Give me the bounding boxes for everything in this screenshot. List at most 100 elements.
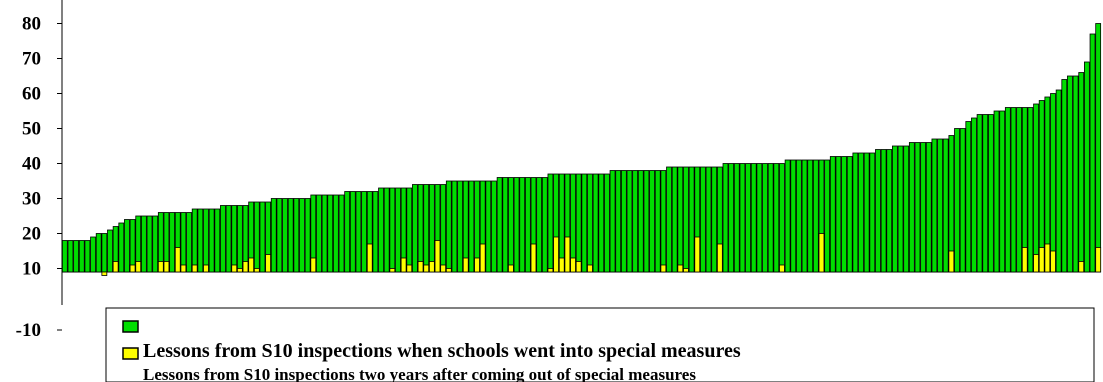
bar-series-1 <box>282 198 288 273</box>
series-1-bars <box>61 23 1102 273</box>
bar-series-1 <box>722 163 729 273</box>
bar-series-2 <box>389 268 396 273</box>
bar-series-1 <box>67 240 74 273</box>
bar-series-1 <box>73 240 79 273</box>
bar-series-1 <box>790 159 797 273</box>
bar-series-1 <box>378 187 384 273</box>
bar-series-1 <box>203 208 209 273</box>
bar-series-1 <box>383 187 390 273</box>
y-tick-label: 30 <box>22 189 41 210</box>
bar-series-1 <box>146 215 153 273</box>
bar-series-1 <box>372 191 379 273</box>
bar-series-2 <box>236 268 243 273</box>
bar-series-1 <box>321 194 328 273</box>
bar-series-1 <box>395 187 401 273</box>
bar-series-1 <box>1067 75 1073 273</box>
bar-series-1 <box>225 205 232 273</box>
bar-series-1 <box>999 110 1006 273</box>
bar-series-2 <box>157 261 164 273</box>
bar-series-1 <box>1055 89 1062 273</box>
bar-series-1 <box>253 201 260 273</box>
bar-series-1 <box>1061 79 1068 273</box>
bar-series-1 <box>959 128 966 273</box>
bar-series-1 <box>801 159 808 273</box>
bar-series-1 <box>78 240 85 273</box>
bar-series-1 <box>541 177 548 273</box>
bar-series-2 <box>129 264 136 273</box>
bar-series-1 <box>615 170 622 273</box>
bar-series-1 <box>338 194 345 273</box>
bar-series-1 <box>637 170 644 273</box>
bar-series-1 <box>344 191 351 273</box>
bar-series-2 <box>818 233 825 273</box>
bar-series-2 <box>479 243 486 273</box>
bar-series-1 <box>90 236 96 273</box>
bar-series-1 <box>858 152 864 273</box>
bar-series-1 <box>1089 33 1096 273</box>
bar-series-1 <box>897 145 904 273</box>
bar-series-1 <box>812 159 819 273</box>
bar-series-1 <box>666 166 672 273</box>
bar-series-2 <box>660 264 667 273</box>
bar-series-1 <box>349 191 356 273</box>
bar-series-1 <box>186 212 192 273</box>
bar-series-1 <box>1050 93 1056 273</box>
legend: Lessons from S10 inspections when school… <box>105 307 1095 382</box>
bar-series-2 <box>163 261 170 273</box>
bar-series-1 <box>937 138 943 273</box>
bar-series-1 <box>208 208 215 273</box>
bar-series-1 <box>587 173 593 273</box>
bar-series-1 <box>745 163 751 273</box>
y-tick-label: 20 <box>22 224 41 245</box>
bar-series-2 <box>779 264 785 273</box>
bar-series-1 <box>581 173 588 273</box>
bar-series-2 <box>1038 247 1045 273</box>
bar-series-1 <box>1033 103 1039 273</box>
bar-series-1 <box>863 152 870 273</box>
bar-series-1 <box>293 198 300 273</box>
bar-series-1 <box>869 152 876 273</box>
bar-series-1 <box>180 212 187 273</box>
y-tick-label: 80 <box>22 14 41 35</box>
bar-series-1 <box>231 205 238 273</box>
bar-series-1 <box>445 180 452 273</box>
bar-series-1 <box>908 142 915 273</box>
bar-series-1 <box>784 159 791 273</box>
bar-series-1 <box>1084 61 1090 273</box>
bar-series-1 <box>547 173 554 273</box>
bar-series-1 <box>982 114 989 273</box>
bar-series-1 <box>660 170 667 273</box>
bar-series-2 <box>174 247 181 273</box>
bar-series-1 <box>118 222 125 273</box>
bar-series-1 <box>739 163 746 273</box>
bar-series-2 <box>428 261 435 273</box>
bar-series-1 <box>711 166 718 273</box>
bar-series-1 <box>829 156 836 273</box>
bar-series-1 <box>688 166 695 273</box>
bar-series-1 <box>558 173 565 273</box>
bar-series-2 <box>694 236 701 273</box>
bar-series-1 <box>191 208 198 273</box>
bar-series-1 <box>197 208 204 273</box>
bar-series-1 <box>169 212 176 273</box>
bar-series-1 <box>671 166 678 273</box>
bar-series-1 <box>886 149 893 273</box>
bar-series-1 <box>95 233 102 273</box>
bar-series-2 <box>112 261 119 273</box>
bar-series-1 <box>903 145 910 273</box>
bar-series-2 <box>101 271 108 276</box>
legend-label-series-2: Lessons from S10 inspections when school… <box>143 340 741 362</box>
bar-series-1 <box>417 184 424 273</box>
bar-series-1 <box>925 142 932 273</box>
bar-series-1 <box>756 163 763 273</box>
bar-series-2 <box>575 261 582 273</box>
bar-series-1 <box>762 163 768 273</box>
bar-series-1 <box>152 215 159 273</box>
bar-series-1 <box>880 149 887 273</box>
bar-series-1 <box>140 215 147 273</box>
bar-series-2 <box>1050 250 1056 273</box>
bar-series-2 <box>445 268 452 273</box>
bar-series-2 <box>570 257 576 273</box>
bar-series-1 <box>988 114 994 273</box>
bar-series-2 <box>1078 261 1085 273</box>
